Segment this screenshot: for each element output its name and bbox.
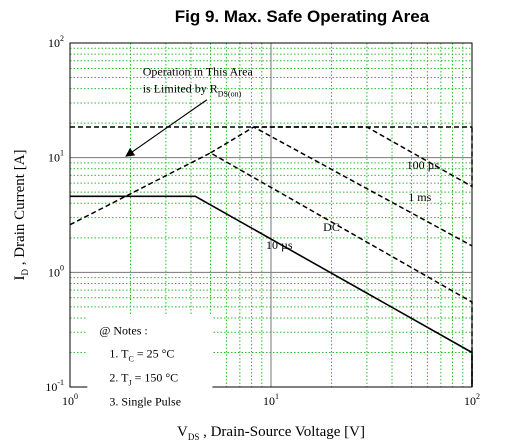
x-tick-label: 100 bbox=[62, 392, 78, 408]
series-label: 100 µs bbox=[407, 158, 440, 172]
chart-title: Fig 9. Max. Safe Operating Area bbox=[175, 7, 430, 26]
notes-item: 2. TJ = 150 °C bbox=[109, 370, 178, 387]
y-tick-label: 102 bbox=[48, 34, 64, 50]
y-tick-label: 100 bbox=[48, 263, 64, 279]
y-axis-title: ID , Drain Current [A] bbox=[12, 149, 30, 280]
y-axis-title-group: ID , Drain Current [A] bbox=[12, 149, 30, 280]
series-label: DC bbox=[323, 220, 340, 234]
plot-frame bbox=[69, 42, 473, 388]
annotation-arrow bbox=[125, 99, 208, 157]
notes-item: 3. Single Pulse bbox=[109, 394, 181, 408]
y-tick-label: 101 bbox=[48, 149, 64, 165]
series-line bbox=[253, 126, 473, 188]
grid bbox=[69, 42, 473, 388]
x-tick-label: 101 bbox=[263, 392, 279, 408]
annotation-line2: is Limited by RDS(on) bbox=[143, 82, 242, 99]
notes-header: @ Notes : bbox=[99, 323, 147, 337]
notes-box bbox=[87, 314, 213, 415]
series-group bbox=[69, 99, 473, 415]
series-line bbox=[70, 195, 473, 387]
series-label: 1 ms bbox=[408, 190, 431, 204]
y-tick-label: 10-1 bbox=[45, 378, 64, 394]
x-tick-label: 102 bbox=[464, 392, 480, 408]
annotation-line1: Operation in This Area bbox=[143, 65, 254, 79]
notes-item: 1. TC = 25 °C bbox=[109, 346, 174, 363]
series-line bbox=[69, 152, 473, 387]
series-label: 10 µs bbox=[266, 238, 293, 252]
x-axis-title: VDS , Drain-Source Voltage [V] bbox=[177, 424, 365, 442]
